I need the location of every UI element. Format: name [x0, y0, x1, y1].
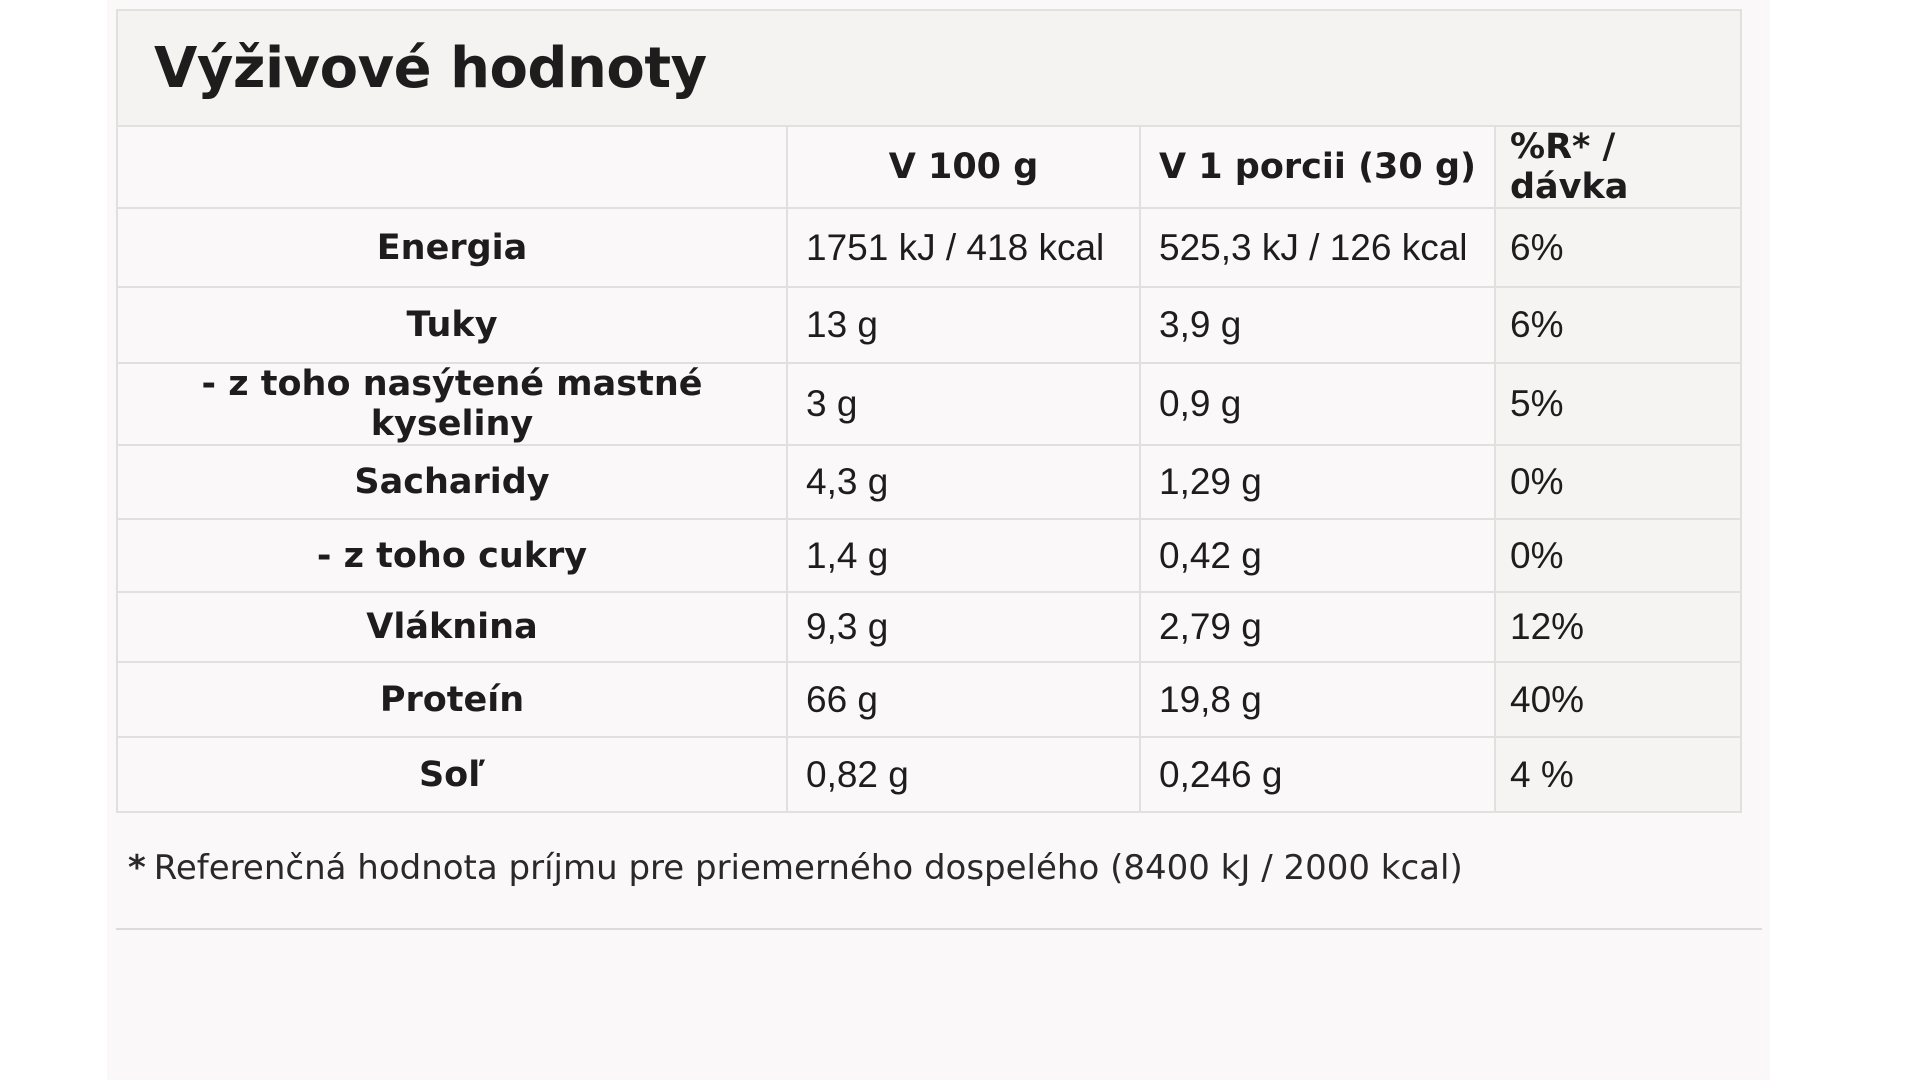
footnote: * Referenčná hodnota príjmu pre priemerné… [128, 848, 1463, 888]
footnote-text: Referenčná hodnota príjmu pre priemernéh… [153, 848, 1463, 888]
value-per-portion: 3,9 g [1140, 287, 1496, 364]
value-per-portion: 0,42 g [1140, 519, 1496, 593]
value-per-portion: 1,29 g [1140, 445, 1496, 520]
value-ri: 40% [1495, 662, 1740, 738]
row-label: Proteín [118, 662, 788, 738]
value-per-100g: 66 g [787, 662, 1141, 738]
header-reference-intake: %R* / dávka [1495, 127, 1740, 209]
row-label: - z toho nasýtené mastné kyseliny [118, 363, 788, 446]
page-title: Výživové hodnoty [154, 35, 707, 101]
value-ri: 12% [1495, 592, 1740, 663]
value-ri: 0% [1495, 519, 1740, 593]
value-per-portion: 0,246 g [1140, 737, 1496, 811]
value-per-portion: 0,9 g [1140, 363, 1496, 446]
footnote-marker: * [128, 848, 146, 888]
table-header-row: V 100 g V 1 porcii (30 g) %R* / dávka [118, 127, 1740, 209]
table-row: - z toho cukry 1,4 g 0,42 g 0% [118, 519, 1740, 593]
table-row: Proteín 66 g 19,8 g 40% [118, 662, 1740, 738]
value-ri: 5% [1495, 363, 1740, 446]
row-label: Soľ [118, 737, 788, 811]
table-row: Energia 1751 kJ / 418 kcal 525,3 kJ / 12… [118, 208, 1740, 288]
table-row: Soľ 0,82 g 0,246 g 4 % [118, 737, 1740, 811]
row-label: Energia [118, 208, 788, 288]
table-row: Sacharidy 4,3 g 1,29 g 0% [118, 445, 1740, 520]
divider [116, 928, 1762, 930]
value-ri: 6% [1495, 208, 1740, 288]
row-label: Sacharidy [118, 445, 788, 520]
header-per-100g: V 100 g [787, 127, 1141, 209]
header-per-portion: V 1 porcii (30 g) [1140, 127, 1496, 209]
value-per-portion: 19,8 g [1140, 662, 1496, 738]
value-per-portion: 2,79 g [1140, 592, 1496, 663]
header-nutrient [118, 127, 788, 209]
nutrition-table-card: Výživové hodnoty V 100 g V 1 porcii (30 … [116, 9, 1742, 813]
row-label: Tuky [118, 287, 788, 364]
value-per-100g: 1751 kJ / 418 kcal [787, 208, 1141, 288]
value-ri: 6% [1495, 287, 1740, 364]
table-row: - z toho nasýtené mastné kyseliny 3 g 0,… [118, 363, 1740, 446]
table-row: Tuky 13 g 3,9 g 6% [118, 287, 1740, 364]
value-per-100g: 9,3 g [787, 592, 1141, 663]
value-per-100g: 13 g [787, 287, 1141, 364]
row-label: - z toho cukry [118, 519, 788, 593]
value-per-100g: 0,82 g [787, 737, 1141, 811]
value-text: 525,3 kJ / 126 kcal [1159, 226, 1468, 268]
title-band: Výživové hodnoty [118, 11, 1740, 127]
table-row: Vláknina 9,3 g 2,79 g 12% [118, 592, 1740, 663]
value-ri: 0% [1495, 445, 1740, 520]
nutrition-table: V 100 g V 1 porcii (30 g) %R* / dávka En… [118, 127, 1740, 811]
value-ri: 4 % [1495, 737, 1740, 811]
value-per-100g: 3 g [787, 363, 1141, 446]
row-label: Vláknina [118, 592, 788, 663]
value-per-portion: 525,3 kJ / 126 kcal [1140, 208, 1496, 288]
value-per-100g: 1,4 g [787, 519, 1141, 593]
value-per-100g: 4,3 g [787, 445, 1141, 520]
